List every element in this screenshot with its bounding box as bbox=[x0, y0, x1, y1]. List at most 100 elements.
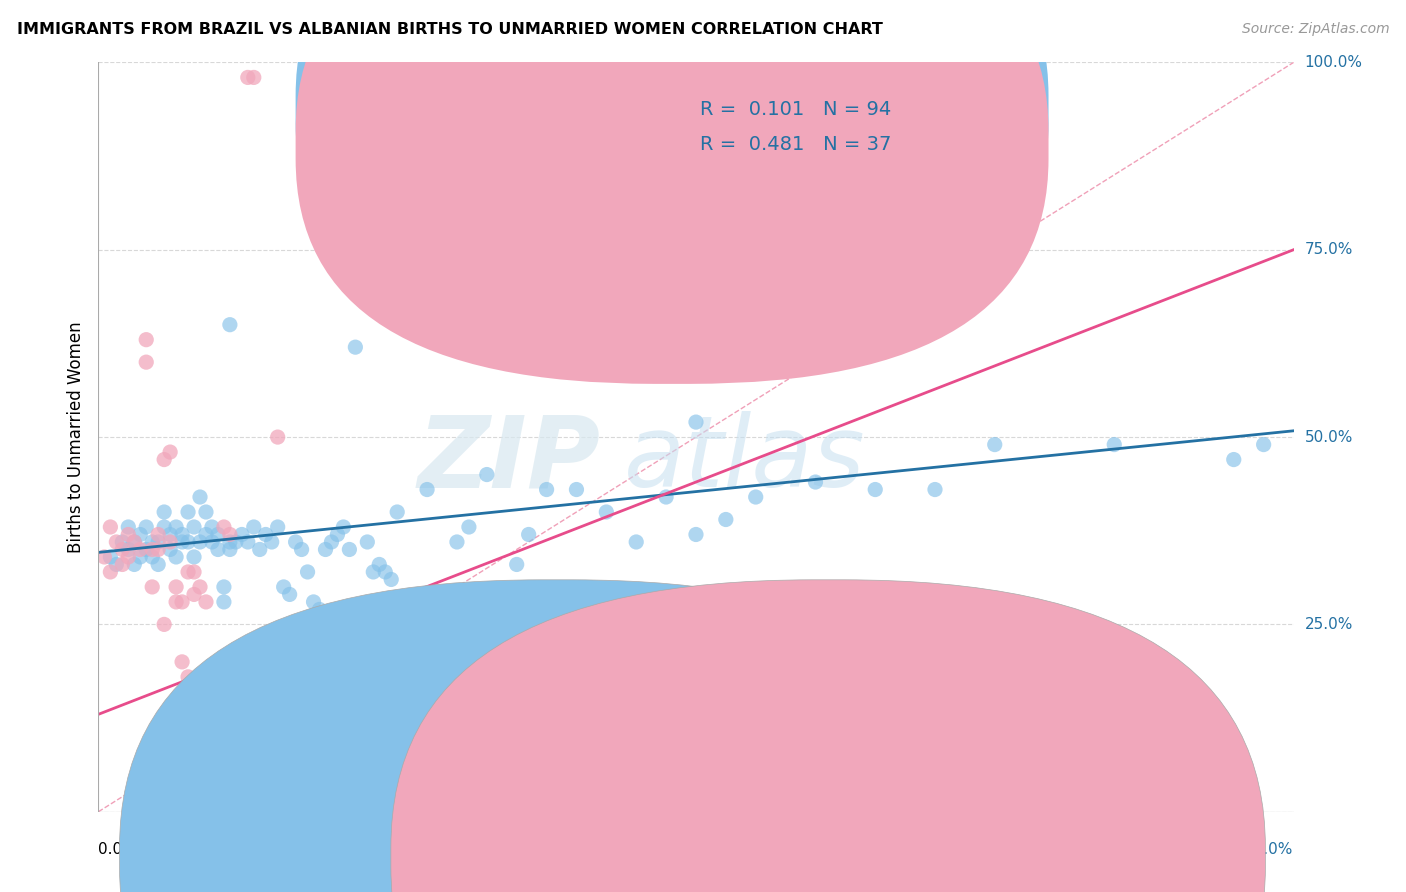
Point bbox=[254, 527, 277, 541]
Point bbox=[159, 527, 181, 541]
Point bbox=[177, 565, 200, 579]
Point bbox=[201, 535, 224, 549]
Point bbox=[219, 527, 242, 541]
Text: 0.0%: 0.0% bbox=[98, 842, 138, 857]
Point bbox=[172, 595, 194, 609]
Point bbox=[159, 445, 181, 459]
Point bbox=[1253, 437, 1275, 451]
Point bbox=[219, 535, 242, 549]
Point bbox=[129, 549, 152, 564]
Point bbox=[291, 542, 314, 557]
Point bbox=[207, 542, 229, 557]
Point bbox=[1223, 452, 1246, 467]
Point bbox=[98, 520, 122, 534]
Text: atlas: atlas bbox=[624, 411, 866, 508]
Point bbox=[344, 655, 367, 669]
Point bbox=[297, 565, 319, 579]
Y-axis label: Births to Unmarried Women: Births to Unmarried Women bbox=[66, 321, 84, 553]
Point bbox=[565, 483, 588, 497]
Point bbox=[458, 520, 481, 534]
Point bbox=[172, 655, 194, 669]
Point bbox=[117, 527, 139, 541]
Point bbox=[93, 549, 115, 564]
Point bbox=[117, 549, 139, 564]
Point bbox=[308, 602, 330, 616]
Point bbox=[148, 535, 170, 549]
Point bbox=[385, 505, 409, 519]
Point bbox=[172, 527, 194, 541]
Point bbox=[117, 520, 139, 534]
Point bbox=[243, 520, 266, 534]
Text: 20.0%: 20.0% bbox=[1246, 842, 1294, 857]
Point bbox=[212, 520, 235, 534]
FancyBboxPatch shape bbox=[295, 0, 1049, 384]
Point bbox=[368, 558, 391, 572]
Point bbox=[344, 340, 367, 354]
Point bbox=[363, 565, 385, 579]
Point bbox=[260, 535, 283, 549]
Text: Immigrants from Brazil: Immigrants from Brazil bbox=[579, 850, 755, 864]
Point bbox=[172, 535, 194, 549]
Point bbox=[249, 542, 271, 557]
Point bbox=[124, 535, 146, 549]
Point bbox=[416, 483, 439, 497]
Point bbox=[536, 483, 558, 497]
Point bbox=[165, 520, 187, 534]
Point bbox=[188, 490, 211, 504]
Text: Albanians: Albanians bbox=[851, 850, 925, 864]
Point bbox=[231, 527, 253, 541]
Point bbox=[129, 527, 152, 541]
Point bbox=[207, 527, 229, 541]
Point bbox=[236, 535, 259, 549]
Text: R =  0.101   N = 94: R = 0.101 N = 94 bbox=[700, 100, 891, 120]
Text: ZIP: ZIP bbox=[418, 411, 600, 508]
Point bbox=[714, 512, 737, 526]
Point bbox=[685, 415, 707, 429]
Point bbox=[141, 580, 163, 594]
Point bbox=[111, 535, 134, 549]
Point bbox=[153, 617, 176, 632]
Point bbox=[165, 549, 187, 564]
Point bbox=[165, 580, 187, 594]
Point bbox=[148, 542, 170, 557]
Point bbox=[195, 527, 218, 541]
Point bbox=[135, 542, 157, 557]
Point bbox=[565, 235, 588, 250]
Point bbox=[475, 467, 498, 482]
Point bbox=[984, 437, 1007, 451]
Point bbox=[302, 595, 325, 609]
Text: 75.0%: 75.0% bbox=[1305, 243, 1353, 257]
Point bbox=[685, 527, 707, 541]
Point bbox=[129, 542, 152, 557]
Point bbox=[105, 535, 128, 549]
Point bbox=[219, 542, 242, 557]
Point bbox=[141, 549, 163, 564]
Point bbox=[284, 535, 307, 549]
Point bbox=[117, 542, 139, 557]
Point bbox=[517, 527, 540, 541]
Point bbox=[267, 430, 290, 444]
Point bbox=[350, 670, 373, 684]
Point bbox=[475, 205, 498, 219]
Point bbox=[207, 714, 229, 729]
Point bbox=[177, 505, 200, 519]
Point bbox=[626, 535, 648, 549]
Point bbox=[141, 542, 163, 557]
Point bbox=[195, 595, 218, 609]
Point bbox=[236, 70, 259, 85]
Point bbox=[201, 745, 224, 759]
Point bbox=[745, 490, 768, 504]
Point bbox=[153, 520, 176, 534]
Point bbox=[212, 595, 235, 609]
Point bbox=[374, 565, 396, 579]
Point bbox=[326, 527, 349, 541]
Point bbox=[332, 520, 354, 534]
Point bbox=[135, 333, 157, 347]
Point bbox=[165, 595, 187, 609]
Point bbox=[111, 542, 134, 557]
Point bbox=[924, 483, 946, 497]
Point bbox=[159, 535, 181, 549]
Point bbox=[148, 558, 170, 572]
Point bbox=[98, 565, 122, 579]
Point bbox=[98, 549, 122, 564]
